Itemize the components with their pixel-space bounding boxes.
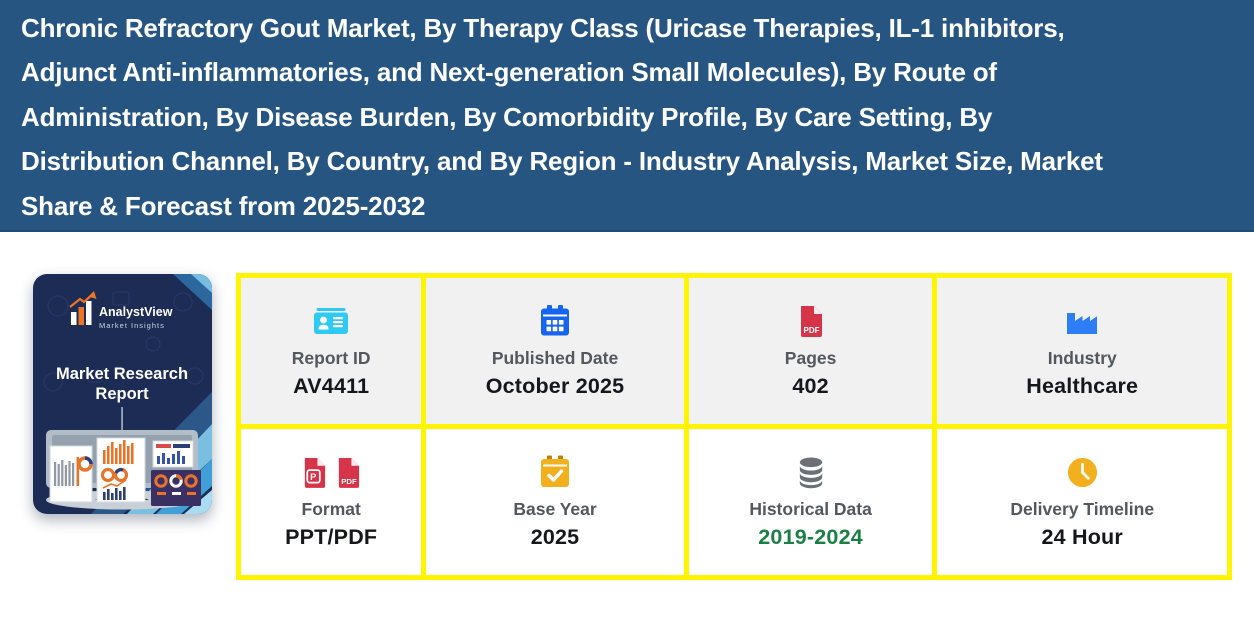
card-label: Industry — [1047, 348, 1117, 368]
svg-text:PDF: PDF — [341, 477, 357, 486]
title-line-2: Adjunct Anti-inflammatories, and Next-ge… — [21, 57, 997, 88]
brand-name: AnalystView — [99, 305, 173, 319]
page-title: Chronic Refractory Gout Market, By Thera… — [0, 0, 1254, 228]
title-line-3: Administration, By Disease Burden, By Co… — [21, 101, 993, 132]
report-cover-art: AnalystView Market Insights Market Resea… — [33, 274, 212, 514]
card-value: AV4411 — [293, 374, 370, 398]
report-id-card: Report ID AV4411 — [241, 278, 422, 424]
analystview-logo-icon — [69, 291, 97, 325]
calendar-icon — [539, 303, 571, 339]
monitor-illustration — [46, 430, 201, 510]
pages-card: PDF Pages 402 — [688, 278, 933, 424]
title-line-5: Share & Forecast from 2025-2032 — [21, 190, 426, 221]
ppt-file-icon: P — [304, 457, 325, 488]
card-label: Delivery Timeline — [1010, 499, 1155, 519]
pdf-file-icon: PDF — [338, 457, 359, 488]
card-value: 402 — [792, 374, 829, 398]
card-label: Report ID — [291, 348, 371, 368]
card-value: 2019-2024 — [758, 525, 863, 549]
card-value: Healthcare — [1026, 374, 1139, 398]
report-meta-grid: Report ID AV4411 — [236, 273, 1232, 580]
svg-text:PDF: PDF — [803, 326, 819, 335]
brand-tagline: Market Insights — [99, 321, 165, 330]
industry-card: Industry Healthcare — [937, 278, 1227, 424]
ppt-and-pdf-file-icons: P PDF — [301, 454, 362, 490]
card-value: 2025 — [530, 525, 580, 549]
svg-text:P: P — [310, 472, 316, 482]
card-label: Pages — [784, 348, 837, 368]
calendar-check-icon — [539, 454, 571, 490]
card-value: October 2025 — [485, 374, 625, 398]
pdf-file-icon: PDF — [797, 303, 825, 339]
title-line-4: Distribution Channel, By Country, and By… — [21, 146, 1103, 177]
factory-icon — [1065, 303, 1099, 339]
card-value: PPT/PDF — [285, 525, 378, 549]
card-label: Published Date — [491, 348, 619, 368]
format-card: P PDF Format PPT/PDF — [241, 429, 422, 575]
cover-title-line-2: Report — [95, 385, 149, 403]
published-date-card: Published Date October 2025 — [426, 278, 684, 424]
card-value: 24 Hour — [1041, 525, 1123, 549]
clock-icon — [1066, 454, 1099, 490]
id-card-icon — [313, 303, 349, 339]
title-line-1: Chronic Refractory Gout Market, By Thera… — [21, 13, 1065, 43]
card-label: Format — [301, 499, 361, 519]
card-label: Historical Data — [749, 499, 872, 519]
base-year-card: Base Year 2025 — [426, 429, 684, 575]
historical-data-card: Historical Data 2019-2024 — [688, 429, 933, 575]
cover-title-line-1: Market Research — [56, 365, 188, 383]
report-cover-thumbnail: AnalystView Market Insights Market Resea… — [33, 274, 212, 514]
delivery-timeline-card: Delivery Timeline 24 Hour — [937, 429, 1227, 575]
card-label: Base Year — [513, 499, 597, 519]
database-icon — [796, 454, 826, 490]
report-title-banner: Chronic Refractory Gout Market, By Thera… — [0, 0, 1254, 232]
